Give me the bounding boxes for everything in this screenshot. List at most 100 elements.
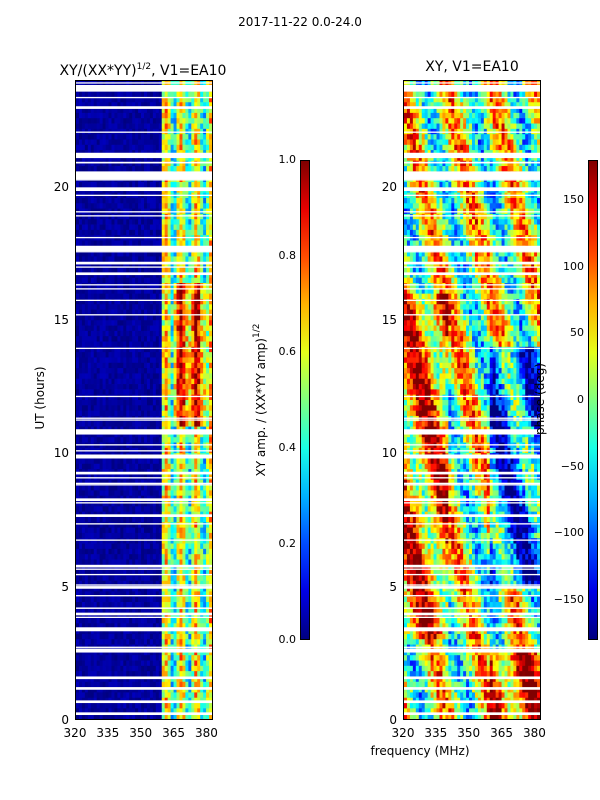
heatmap-cell <box>114 617 118 624</box>
heatmap-cell <box>197 389 201 396</box>
heatmap-cell <box>188 548 192 555</box>
heatmap-cell <box>146 421 151 427</box>
heatmap-cell <box>120 437 124 443</box>
heatmap-cell <box>126 251 130 257</box>
heatmap-cell <box>108 564 112 571</box>
heatmap-cell <box>203 134 207 140</box>
heatmap-cell <box>146 160 151 167</box>
heatmap-cell <box>93 256 98 263</box>
heatmap-cell <box>105 602 109 608</box>
heatmap-cell <box>76 112 80 119</box>
heatmap-cell <box>152 213 157 220</box>
heatmap-cell <box>132 336 136 342</box>
heatmap-cell <box>108 591 112 598</box>
heatmap-cell <box>203 182 207 188</box>
heatmap-cell <box>93 102 98 108</box>
heatmap-cell <box>167 405 172 412</box>
heatmap-cell <box>158 463 163 470</box>
heatmap-cell <box>185 400 189 406</box>
heatmap-cell <box>164 394 169 401</box>
heatmap-cell <box>99 580 104 587</box>
heatmap-cell <box>182 378 186 385</box>
heatmap-cell <box>96 655 101 661</box>
heatmap-cell <box>78 580 83 587</box>
heatmap-cell <box>188 437 192 443</box>
heatmap-cell <box>117 368 121 374</box>
heatmap-cell <box>114 197 118 204</box>
heatmap-cell <box>206 368 210 374</box>
heatmap-cell <box>164 384 169 390</box>
heatmap-cell <box>152 293 157 300</box>
heatmap-cell <box>126 197 130 204</box>
heatmap-cell <box>129 373 133 380</box>
heatmap-cell <box>96 378 101 385</box>
heatmap-cell <box>76 229 80 236</box>
heatmap-cell <box>93 607 98 614</box>
heatmap-cell <box>87 410 92 417</box>
heatmap-cell <box>126 96 130 103</box>
heatmap-cell <box>81 251 86 257</box>
heatmap-cell <box>76 182 80 188</box>
heatmap-cell <box>152 314 157 321</box>
heatmap-cell <box>200 304 204 311</box>
heatmap-cell <box>209 123 212 130</box>
heatmap-cell <box>105 623 109 630</box>
heatmap-cell <box>111 655 115 661</box>
heatmap-cell <box>87 596 92 603</box>
heatmap-cell <box>78 166 83 172</box>
heatmap-cell <box>105 538 109 544</box>
heatmap-cell <box>99 277 104 284</box>
heatmap-cell <box>105 373 109 380</box>
heatmap-cell <box>152 543 157 550</box>
heatmap-cell <box>191 612 195 619</box>
heatmap-cell <box>87 485 92 491</box>
heatmap-cell <box>120 197 124 204</box>
heatmap-cell <box>120 463 124 470</box>
heatmap-cell <box>152 570 157 576</box>
heatmap-cell <box>206 357 210 364</box>
heatmap-cell <box>90 501 95 507</box>
heatmap-cell <box>93 479 98 486</box>
heatmap-cell <box>99 341 104 348</box>
heatmap-cell <box>176 400 180 406</box>
heatmap-cell <box>146 373 151 380</box>
heatmap-cell <box>158 538 163 544</box>
heatmap-cell <box>179 564 183 571</box>
heatmap-cell <box>194 458 198 465</box>
heatmap-cell <box>135 559 139 566</box>
heatmap-cell <box>93 166 98 172</box>
heatmap-cell <box>90 490 95 497</box>
heatmap-cell <box>141 570 145 576</box>
heatmap-cell <box>138 298 142 305</box>
heatmap-cell <box>146 463 151 470</box>
heatmap-cell <box>117 362 121 369</box>
heatmap-cell <box>170 485 174 491</box>
heatmap-cell <box>167 548 172 555</box>
heatmap-cell <box>185 633 189 640</box>
heatmap-cell <box>185 304 189 311</box>
heatmap-cell <box>138 219 142 225</box>
heatmap-cell <box>144 102 148 108</box>
heatmap-cell <box>170 575 174 582</box>
heatmap-cell <box>206 554 210 560</box>
heatmap-cell <box>96 548 101 555</box>
heatmap-cell <box>155 405 160 412</box>
heatmap-cell <box>135 357 139 364</box>
heatmap-cell <box>146 633 151 640</box>
heatmap-cell <box>200 160 204 167</box>
heatmap-cell <box>170 314 174 321</box>
heatmap-cell <box>170 463 174 470</box>
heatmap-cell <box>99 362 104 369</box>
heatmap-cell <box>111 596 115 603</box>
heatmap-cell <box>126 118 130 124</box>
heatmap-cell <box>176 346 180 353</box>
heatmap-cell <box>161 378 166 385</box>
heatmap-cell <box>161 341 166 348</box>
heatmap-cell <box>149 580 154 587</box>
heatmap-cell <box>161 516 166 523</box>
heatmap-cell <box>194 532 198 539</box>
heatmap-cell <box>105 81 109 87</box>
heatmap-cell <box>123 591 127 598</box>
heatmap-cell <box>114 352 118 358</box>
heatmap-cell <box>146 623 151 630</box>
